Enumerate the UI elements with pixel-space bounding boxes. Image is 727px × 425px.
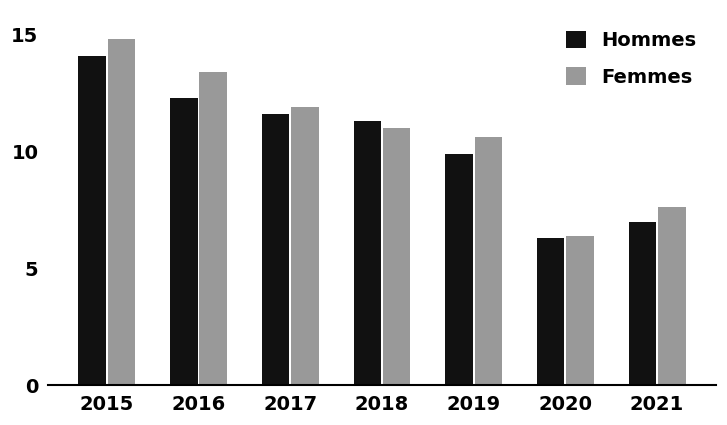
Bar — [262, 114, 289, 385]
Bar — [79, 56, 106, 385]
Bar — [629, 221, 656, 385]
Bar — [658, 207, 686, 385]
Bar — [108, 39, 135, 385]
Bar — [292, 107, 318, 385]
Bar — [445, 154, 473, 385]
Bar — [566, 235, 594, 385]
Bar — [199, 72, 227, 385]
Bar — [537, 238, 564, 385]
Bar — [170, 98, 198, 385]
Bar — [475, 137, 502, 385]
Legend: Hommes, Femmes: Hommes, Femmes — [557, 21, 706, 96]
Bar — [383, 128, 411, 385]
Bar — [353, 121, 381, 385]
